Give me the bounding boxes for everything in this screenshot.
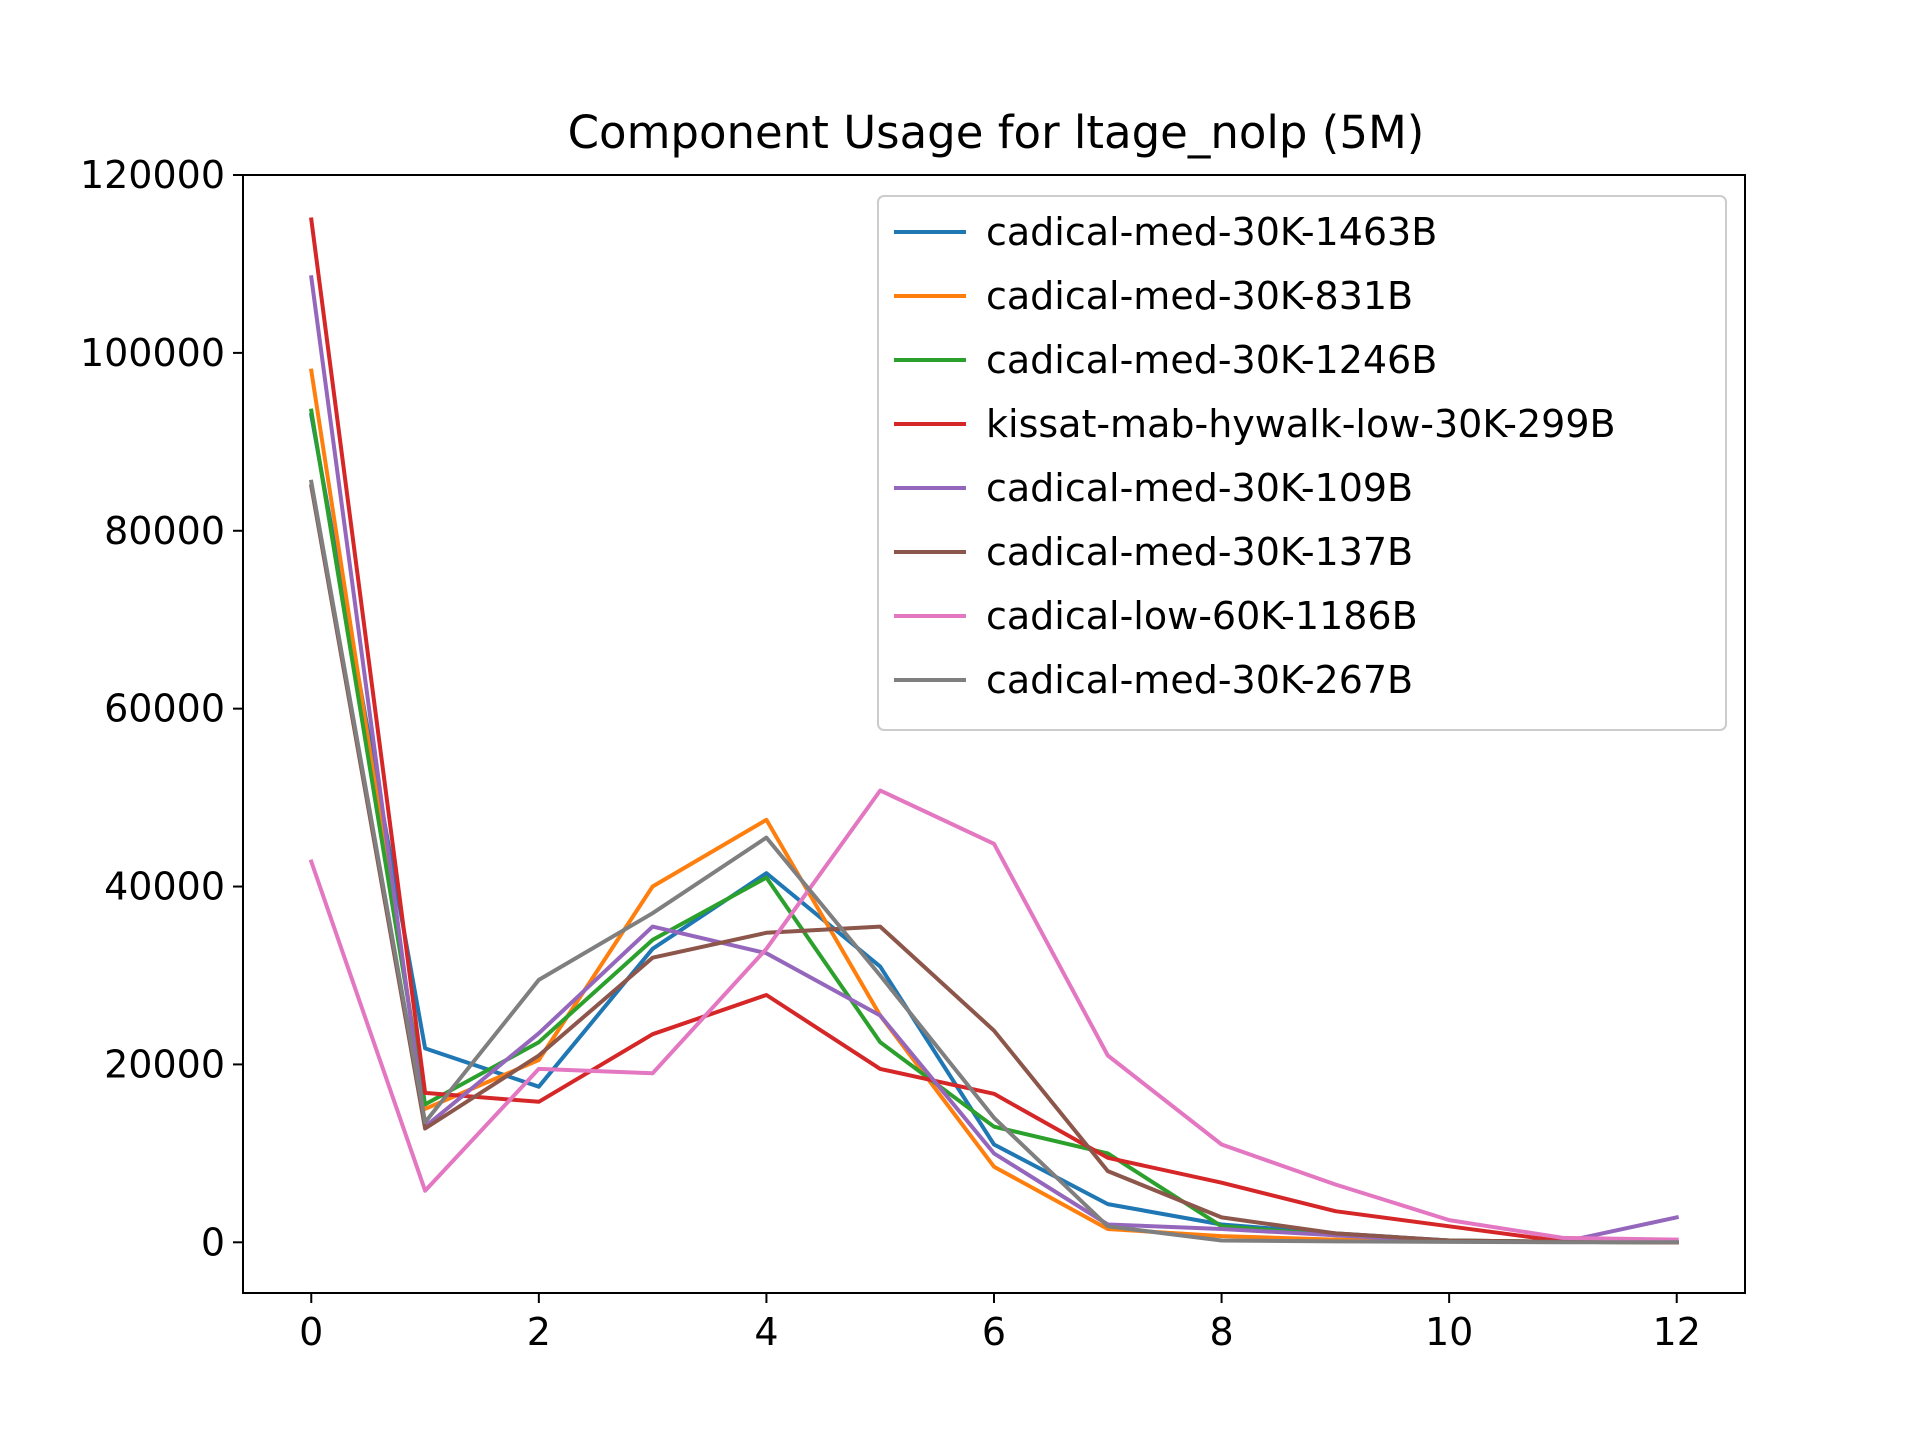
y-tick-label: 80000 [104, 509, 225, 553]
x-tick-label: 2 [527, 1310, 551, 1354]
y-tick-label: 0 [201, 1220, 225, 1264]
x-tick-label: 12 [1653, 1310, 1701, 1354]
legend: cadical-med-30K-1463B cadical-med-30K-831… [877, 195, 1727, 731]
axes: 0 2 4 6 8 10 12 0 20000 40000 60000 80000 100000 1200… [80, 153, 1746, 1354]
y-tick-label: 120000 [80, 153, 225, 197]
legend-label-1: cadical-med-30K-1463B [986, 210, 1437, 254]
legend-box [877, 195, 1727, 731]
series-line-7 [308, 788, 1679, 1242]
x-tick-label: 4 [754, 1310, 778, 1354]
y-tick-label: 20000 [104, 1042, 225, 1086]
x-tick-label: 6 [982, 1310, 1006, 1354]
legend-label-5: cadical-med-30K-109B [986, 466, 1413, 510]
y-tick-label: 60000 [104, 687, 225, 731]
legend-label-8: cadical-med-30K-267B [986, 658, 1413, 702]
legend-label-6: cadical-med-30K-137B [986, 530, 1413, 574]
legend-label-7: cadical-low-60K-1186B [986, 594, 1418, 638]
legend-label-4: kissat-mab-hywalk-low-30K-299B [986, 402, 1616, 446]
series-line-4 [309, 217, 1679, 1245]
x-tick-label: 0 [299, 1310, 323, 1354]
x-tick-label: 8 [1209, 1310, 1233, 1354]
chart-title: Component Usage for ltage_nolp (5M) [568, 106, 1425, 159]
legend-label-2: cadical-med-30K-831B [986, 274, 1413, 318]
legend-label-3: cadical-med-30K-1246B [986, 338, 1437, 382]
x-tick-label: 10 [1425, 1310, 1473, 1354]
series-line-8 [308, 479, 1679, 1245]
series-lines [308, 217, 1680, 1245]
y-tick-label: 100000 [80, 331, 225, 375]
y-tick-label: 40000 [104, 865, 225, 909]
